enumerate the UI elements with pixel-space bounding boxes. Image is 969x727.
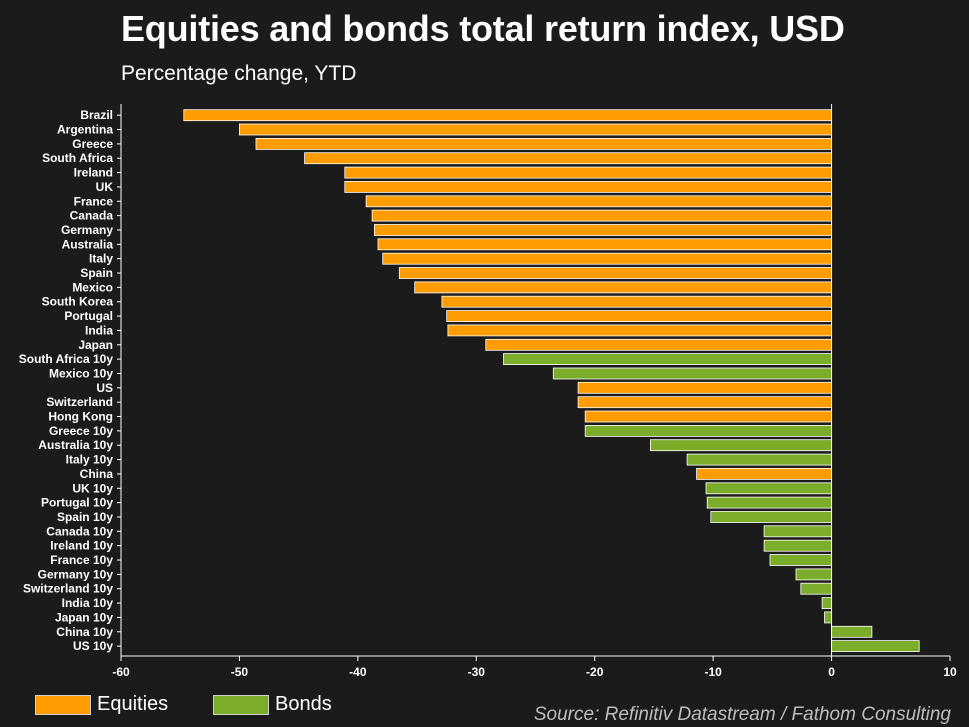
x-tick-label: 0 <box>828 665 835 679</box>
y-tick-label: China 10y <box>56 625 113 639</box>
legend-swatch-bonds <box>213 695 269 715</box>
x-tick-label: -60 <box>112 665 130 679</box>
x-tick-label: -10 <box>704 665 722 679</box>
bar-italy <box>382 252 832 265</box>
bar-us-10y <box>831 640 920 652</box>
y-tick-label: UK 10y <box>72 481 113 495</box>
bar-france <box>365 195 832 208</box>
y-tick-label: Canada <box>70 209 114 223</box>
y-tick-label: France <box>74 194 114 208</box>
bar-south-africa <box>304 152 833 165</box>
y-tick-label: Switzerland 10y <box>23 582 113 596</box>
y-tick-label: Ireland 10y <box>50 539 113 553</box>
source-note: Source: Refinitiv Datastream / Fathom Co… <box>533 704 951 725</box>
bar-portugal-10y <box>706 496 832 509</box>
y-tick-label: UK <box>96 180 114 194</box>
bar-japan-10y <box>824 611 832 624</box>
y-tick-label: Hong Kong <box>48 410 113 424</box>
bar-mexico <box>414 281 833 294</box>
bar-india-10y <box>821 597 832 609</box>
y-tick-label: South Africa 10y <box>19 352 114 366</box>
bar-germany <box>373 224 832 236</box>
y-tick-label: Germany <box>61 223 113 237</box>
legend-item-bonds: Bonds <box>213 692 363 722</box>
y-tick-label: Italy <box>89 252 113 266</box>
y-tick-label: Japan 10y <box>55 610 113 624</box>
bar-switzerland <box>577 396 832 409</box>
x-tick-label: 10 <box>943 665 957 679</box>
y-tick-label: India <box>85 323 113 337</box>
y-tick-label: South Korea <box>42 295 114 309</box>
bar-australia <box>377 238 833 251</box>
x-tick-label: -20 <box>586 665 604 679</box>
y-tick-label: Mexico 10y <box>49 366 113 380</box>
bar-argentina <box>238 123 832 136</box>
y-tick-label: Portugal 10y <box>41 496 113 510</box>
bar-switzerland-10y <box>800 582 832 595</box>
bar-mexico-10y <box>552 367 832 380</box>
y-tick-label: Spain <box>80 266 113 280</box>
y-tick-label: Italy 10y <box>66 453 114 467</box>
y-tick-label: Greece <box>72 137 113 151</box>
y-tick-label: Germany 10y <box>38 567 114 581</box>
chart-subtitle: Percentage change, YTD <box>121 62 357 85</box>
bar-south-africa-10y <box>503 353 832 366</box>
y-tick-label: Ireland <box>74 166 113 180</box>
legend-label-bonds: Bonds <box>275 693 332 715</box>
bar-uk <box>344 180 832 193</box>
x-tick-label: -30 <box>468 665 486 679</box>
y-tick-label: Australia <box>62 237 114 251</box>
legend-label-equities: Equities <box>97 693 169 715</box>
bar-india <box>447 324 833 337</box>
y-tick-label: Switzerland <box>46 395 113 409</box>
legend-item-equities: Equities <box>35 692 185 722</box>
bar-china-10y <box>831 625 873 638</box>
y-tick-label: Portugal <box>64 309 113 323</box>
x-tick-label: -40 <box>349 665 367 679</box>
bar-canada <box>371 209 833 222</box>
bar-greece <box>255 137 832 150</box>
bar-ireland <box>344 166 832 179</box>
bar-australia-10y <box>650 439 833 452</box>
y-tick-label: US 10y <box>73 639 113 653</box>
bar-us <box>577 381 832 394</box>
bar-hong-kong <box>584 410 832 423</box>
legend-swatch-equities <box>35 695 91 715</box>
bar-germany-10y <box>795 568 832 581</box>
y-tick-label: Japan <box>78 338 113 352</box>
y-tick-label: Argentina <box>57 123 113 137</box>
y-tick-label: South Africa <box>42 151 113 165</box>
y-tick-label: China <box>80 467 114 481</box>
bar-spain <box>398 267 832 279</box>
bar-south-korea <box>441 295 832 308</box>
y-tick-label: Canada 10y <box>46 524 113 538</box>
bar-japan <box>485 338 832 351</box>
bar-canada-10y <box>763 525 832 538</box>
bar-brazil <box>183 109 832 122</box>
y-tick-label: France 10y <box>50 553 113 567</box>
bar-uk-10y <box>705 482 832 495</box>
bar-china <box>696 467 832 480</box>
chart-title: Equities and bonds total return index, U… <box>121 8 845 49</box>
bar-italy-10y <box>686 453 832 466</box>
bar-greece-10y <box>584 424 832 437</box>
x-tick-label: -50 <box>231 665 249 679</box>
y-tick-label: Mexico <box>72 280 113 294</box>
y-tick-label: US <box>96 381 113 395</box>
y-tick-label: Brazil <box>80 108 113 122</box>
bar-france-10y <box>769 554 832 566</box>
bar-portugal <box>446 310 833 323</box>
y-tick-label: Greece 10y <box>49 424 113 438</box>
y-tick-label: Spain 10y <box>57 510 113 524</box>
y-tick-label: India 10y <box>62 596 114 610</box>
bar-ireland-10y <box>763 539 832 552</box>
y-tick-label: Australia 10y <box>38 438 113 452</box>
bar-spain-10y <box>710 511 832 523</box>
